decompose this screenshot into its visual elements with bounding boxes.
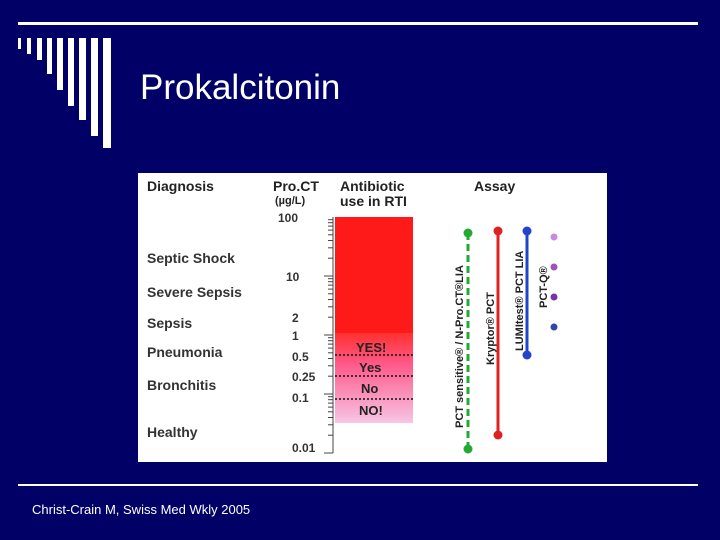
assay-endpoint bbox=[463, 228, 473, 238]
header-antibiotic-line1: Antibiotic bbox=[340, 178, 405, 194]
assay-label-pctq: PCT-Q® bbox=[538, 266, 550, 308]
assay-endpoint bbox=[522, 350, 532, 360]
title-stripes-decoration bbox=[18, 38, 111, 148]
stripe bbox=[103, 38, 111, 148]
diagnosis-pneumonia: Pneumonia bbox=[147, 344, 223, 360]
procalcitonin-figure: Diagnosis Pro.CT (µg/L) Antibiotic use i… bbox=[138, 173, 607, 462]
header-assay: Assay bbox=[474, 178, 515, 194]
assay-endpoint bbox=[493, 226, 503, 236]
scale-label-100: 100 bbox=[278, 211, 298, 225]
antibiotic-level-no: No bbox=[361, 381, 378, 396]
scale-label-0-25: 0.25 bbox=[292, 370, 316, 384]
diagnosis-severe-sepsis: Severe Sepsis bbox=[147, 284, 242, 300]
antibiotic-level-yes-strong: YES! bbox=[356, 340, 386, 355]
assay-label-kryptor: Kryptor® PCT bbox=[485, 292, 497, 365]
antibiotic-level-yes: Yes bbox=[359, 360, 381, 375]
assay-label-lumitest: LUMItest® PCT LIA bbox=[514, 251, 526, 351]
scale-label-1: 1 bbox=[292, 329, 299, 343]
diagnosis-healthy: Healthy bbox=[147, 424, 198, 440]
header-diagnosis: Diagnosis bbox=[147, 178, 214, 194]
scale-label-10: 10 bbox=[286, 270, 300, 284]
assay-endpoint bbox=[493, 430, 503, 440]
antibiotic-level-no-strong: NO! bbox=[359, 403, 383, 418]
stripe bbox=[68, 38, 74, 106]
stripe bbox=[57, 38, 63, 90]
stripe bbox=[27, 38, 31, 54]
pctq-dot bbox=[550, 323, 558, 331]
assay-endpoint bbox=[522, 226, 532, 236]
assay-label-pct-sensitive: PCT sensitive® / N-Pro.CT®LIA bbox=[454, 265, 466, 428]
pctq-dot bbox=[550, 293, 558, 301]
scale-label-0-5: 0.5 bbox=[292, 350, 309, 364]
antibiotic-bar-gradient bbox=[335, 333, 413, 423]
procalcitonin-diagram: Diagnosis Pro.CT (µg/L) Antibiotic use i… bbox=[147, 178, 558, 455]
citation: Christ-Crain M, Swiss Med Wkly 2005 bbox=[32, 502, 251, 517]
header-proct: Pro.CT bbox=[273, 178, 319, 194]
log-scale-ticks bbox=[324, 217, 334, 454]
stripe bbox=[79, 38, 86, 120]
header-unit: (µg/L) bbox=[275, 195, 305, 207]
header-antibiotic-line2: use in RTI bbox=[340, 193, 407, 209]
slide-title: Prokalcitonin bbox=[140, 68, 341, 107]
pctq-dot bbox=[550, 233, 558, 241]
top-rule bbox=[18, 22, 698, 25]
stripe bbox=[18, 38, 21, 49]
scale-label-0-1: 0.1 bbox=[292, 391, 309, 405]
diagnosis-bronchitis: Bronchitis bbox=[147, 377, 216, 393]
scale-label-0-01: 0.01 bbox=[292, 441, 316, 455]
stripe bbox=[37, 38, 42, 60]
antibiotic-bar-red bbox=[335, 217, 413, 333]
scale-label-2: 2 bbox=[292, 311, 299, 325]
bottom-rule bbox=[18, 484, 698, 486]
diagnosis-sepsis: Sepsis bbox=[147, 315, 192, 331]
pctq-dot bbox=[550, 263, 558, 271]
diagnosis-septic-shock: Septic Shock bbox=[147, 250, 235, 266]
assay-endpoint bbox=[463, 444, 473, 454]
stripe bbox=[91, 38, 98, 136]
stripe bbox=[47, 38, 52, 74]
